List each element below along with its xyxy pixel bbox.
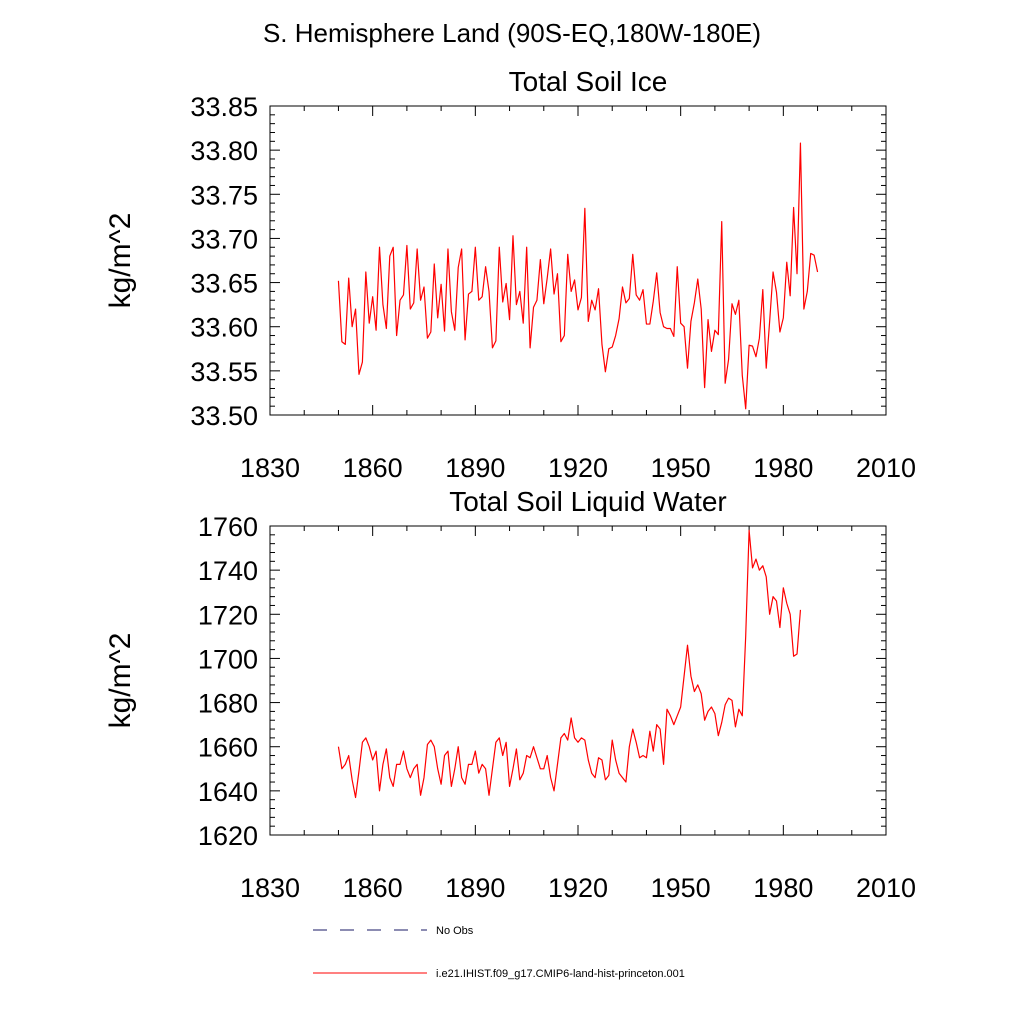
chart-title: Total Soil Ice bbox=[509, 66, 668, 97]
y-tick-label: 1740 bbox=[198, 556, 258, 586]
y-tick-label: 1700 bbox=[198, 644, 258, 674]
soil-ice-panel: 1830 1860 1890 1920 1950 1980 2010 33.50 33.55 33… bbox=[104, 66, 916, 483]
y-tick-label: 1760 bbox=[198, 512, 258, 542]
y-tick-label: 33.85 bbox=[190, 92, 258, 122]
y-tick-label: 33.55 bbox=[190, 357, 258, 387]
x-tick-label: 1950 bbox=[651, 453, 711, 483]
x-tick-label: 1830 bbox=[240, 873, 300, 903]
soil-liquid-water-panel: 1830 1860 1890 1920 1950 1980 2010 1620 1640 1660… bbox=[104, 486, 916, 903]
y-tick-label: 1720 bbox=[198, 600, 258, 630]
y-axis-label: kg/m^2 bbox=[104, 213, 137, 309]
x-tick-label: 1980 bbox=[753, 453, 813, 483]
y-axis-label: kg/m^2 bbox=[104, 633, 137, 729]
legend-label: i.e21.IHIST.f09_g17.CMIP6-land-hist-prin… bbox=[436, 968, 685, 980]
legend-label: No Obs bbox=[436, 925, 474, 937]
y-tick-label: 1640 bbox=[198, 777, 258, 807]
x-tick-label: 1890 bbox=[445, 873, 505, 903]
y-tick-label: 33.50 bbox=[190, 401, 258, 431]
legend: No Obs i.e21.IHIST.f09_g17.CMIP6-land-his… bbox=[313, 925, 685, 980]
y-tick-label: 1660 bbox=[198, 733, 258, 763]
y-tick-label: 33.70 bbox=[190, 224, 258, 254]
y-tick-label: 33.75 bbox=[190, 180, 258, 210]
x-tick-label: 1860 bbox=[343, 453, 403, 483]
y-tick-label: 33.60 bbox=[190, 313, 258, 343]
y-tick-label: 33.80 bbox=[190, 136, 258, 166]
x-tick-label: 1950 bbox=[651, 873, 711, 903]
x-tick-label: 2010 bbox=[856, 453, 916, 483]
page-title: S. Hemisphere Land (90S-EQ,180W-180E) bbox=[262, 18, 762, 48]
plot-frame bbox=[269, 105, 887, 416]
x-tick-label: 1920 bbox=[548, 453, 608, 483]
y-tick-label: 1620 bbox=[198, 821, 258, 851]
x-tick-label: 1920 bbox=[548, 873, 608, 903]
plot-frame bbox=[269, 525, 887, 836]
x-tick-label: 1890 bbox=[445, 453, 505, 483]
series-line bbox=[337, 142, 819, 410]
x-tick-label: 1830 bbox=[240, 453, 300, 483]
series-line bbox=[337, 529, 802, 799]
y-tick-label: 1680 bbox=[198, 689, 258, 719]
x-tick-label: 1980 bbox=[753, 873, 813, 903]
x-tick-label: 2010 bbox=[856, 873, 916, 903]
chart-title: Total Soil Liquid Water bbox=[449, 486, 727, 517]
x-tick-label: 1860 bbox=[343, 873, 403, 903]
y-tick-label: 33.65 bbox=[190, 269, 258, 299]
